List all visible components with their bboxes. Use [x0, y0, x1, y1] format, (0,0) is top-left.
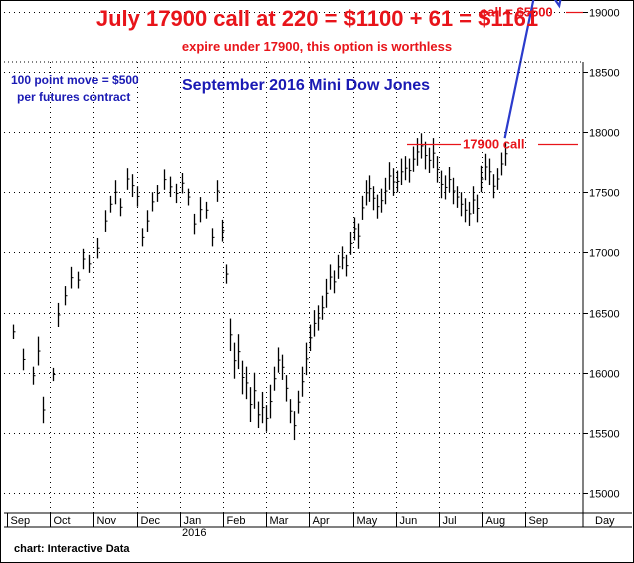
price-bars	[12, 133, 508, 441]
chart-title: September 2016 Mini Dow Jones	[182, 77, 431, 94]
x-tick-label: Oct	[54, 515, 71, 527]
annotation-label: call = $5500	[480, 5, 553, 20]
x-axis-extra-label: Day	[595, 515, 615, 527]
x-tick-label: May	[357, 515, 378, 527]
y-tick-label: 15500	[589, 429, 620, 441]
grid	[4, 12, 583, 513]
x-tick-label: Mar	[270, 515, 289, 527]
x-tick-label: Dec	[141, 515, 161, 527]
x-tick-label: Sep	[11, 515, 31, 527]
y-tick-label: 18500	[589, 68, 620, 80]
projection	[503, 0, 562, 139]
projection-line	[503, 0, 562, 139]
x-tick-label: Jun	[400, 515, 418, 527]
chart-heading: July 17900 call at 220 = $1100 + 61 = $1…	[95, 6, 539, 31]
y-tick-label: 18000	[589, 128, 620, 140]
x-tick-label: Apr	[313, 515, 330, 527]
y-tick-label: 16000	[589, 369, 620, 381]
axes: 15000 15500 16000 16500 17000 17500 18000 18500…	[4, 8, 632, 539]
contract-note-line-2: per futures contract	[17, 90, 131, 104]
y-tick-label: 15000	[589, 489, 620, 501]
y-tick-label: 19000	[589, 8, 620, 20]
chart-subheading: expire under 17900, this option is worth…	[181, 39, 453, 54]
x-tick-label: Aug	[486, 515, 506, 527]
chart-credit: chart: Interactive Data	[14, 543, 130, 555]
x-tick-label: Jul	[443, 515, 457, 527]
y-tick-label: 17500	[589, 188, 620, 200]
annotation-label: 17900 call	[463, 137, 524, 152]
year-label: 2016	[182, 527, 206, 539]
x-tick-label: Sep	[529, 515, 549, 527]
y-tick-label: 16500	[589, 309, 620, 321]
x-tick-label: Feb	[227, 515, 246, 527]
contract-note-line-1: 100 point move = $500	[11, 73, 139, 87]
x-tick-label: Nov	[97, 515, 117, 527]
x-tick-label: Jan	[184, 515, 202, 527]
y-tick-label: 17000	[589, 248, 620, 260]
